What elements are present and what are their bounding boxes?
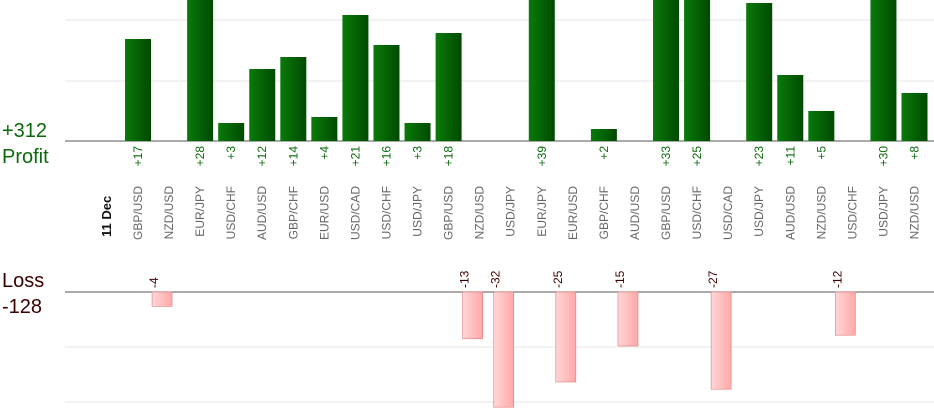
loss-bar xyxy=(493,291,515,408)
category-label: GBP/CHF xyxy=(286,186,300,239)
category-label: USD/CHF xyxy=(690,186,704,239)
profit-value-label: +11 xyxy=(783,146,797,166)
profit-bar xyxy=(528,0,555,141)
profit-total: +312 xyxy=(2,120,47,142)
category-label: GBP/USD xyxy=(131,186,145,240)
loss-value-label: -27 xyxy=(706,270,720,288)
profit-value-label: +5 xyxy=(814,146,828,160)
profit-bar xyxy=(746,3,773,141)
profit-value-label: +23 xyxy=(752,146,766,167)
category-label: USD/JPY xyxy=(504,186,518,237)
labels: +17 GBP/USD -4 NZD/USD +28 EUR/JPY +3 USD/CHF +1… xyxy=(131,146,922,288)
profit-bar xyxy=(249,69,276,141)
loss-bar xyxy=(710,291,732,390)
category-label: USD/CHF xyxy=(845,186,859,239)
category-label: USD/JPY xyxy=(876,186,890,237)
category-label: AUD/USD xyxy=(628,186,642,240)
profit-bar xyxy=(280,57,307,141)
profit-bar xyxy=(342,15,369,141)
profit-bar xyxy=(218,123,245,141)
profit-value-label: +18 xyxy=(442,146,456,167)
profit-value-label: +16 xyxy=(379,146,393,167)
category-label: USD/JPY xyxy=(752,186,766,237)
loss-bar xyxy=(617,291,639,347)
profit-value-label: +33 xyxy=(659,146,673,167)
profit-value-label: +25 xyxy=(690,146,704,167)
loss-bar xyxy=(555,291,577,383)
category-label: USD/CHF xyxy=(224,186,238,239)
category-label: EUR/JPY xyxy=(193,186,207,237)
loss-value-label: -13 xyxy=(458,270,472,288)
loss-value-label: -32 xyxy=(489,270,503,288)
loss-value-label: -4 xyxy=(147,277,161,288)
profit-bar xyxy=(870,0,897,141)
profit-value-label: +39 xyxy=(535,146,549,167)
loss-label: Loss xyxy=(2,270,44,292)
category-label: EUR/JPY xyxy=(535,186,549,237)
loss-value-label: -12 xyxy=(830,270,844,288)
category-label: EUR/USD xyxy=(566,186,580,240)
profit-bar xyxy=(808,111,835,141)
category-label: AUD/USD xyxy=(255,186,269,240)
category-label: USD/CAD xyxy=(348,186,362,240)
profit-value-label: +12 xyxy=(255,146,269,167)
loss-bar xyxy=(462,291,483,340)
profit-bar xyxy=(311,117,338,141)
category-label: NZD/USD xyxy=(908,186,922,240)
bars xyxy=(125,0,928,408)
profit-label: Profit xyxy=(2,146,49,168)
category-label: EUR/USD xyxy=(317,186,331,240)
category-label: GBP/USD xyxy=(442,186,456,240)
profit-bar xyxy=(404,123,431,141)
profit-bar xyxy=(435,33,462,141)
loss-bar xyxy=(835,291,856,336)
date-label: 11 Dec xyxy=(99,196,114,237)
category-label: NZD/USD xyxy=(814,186,828,240)
category-label: NZD/USD xyxy=(473,186,487,240)
profit-bar xyxy=(684,0,711,141)
loss-total: -128 xyxy=(2,296,42,318)
profit-value-label: +3 xyxy=(224,146,238,160)
profit-value-label: +28 xyxy=(193,146,207,167)
loss-bar xyxy=(151,291,173,307)
profit-bar xyxy=(373,45,400,141)
category-label: GBP/USD xyxy=(659,186,673,240)
profit-value-label: +2 xyxy=(597,146,611,160)
profit-value-label: +3 xyxy=(411,146,425,160)
profit-bar xyxy=(653,0,680,141)
profit-bar xyxy=(590,129,617,141)
category-label: NZD/USD xyxy=(162,186,176,240)
profit-bar xyxy=(777,75,804,141)
profit-value-label: +4 xyxy=(317,146,331,160)
profit-value-label: +30 xyxy=(876,146,890,167)
loss-value-label: -25 xyxy=(551,270,565,288)
profit-value-label: +17 xyxy=(131,146,145,167)
category-label: USD/CHF xyxy=(379,186,393,239)
category-label: USD/CAD xyxy=(721,186,735,240)
profit-value-label: +14 xyxy=(286,146,300,167)
profit-bar xyxy=(125,39,151,141)
profit-value-label: +21 xyxy=(348,146,362,167)
profit-bar xyxy=(901,93,928,141)
category-label: GBP/CHF xyxy=(597,186,611,239)
loss-value-label: -15 xyxy=(613,270,627,288)
category-label: USD/JPY xyxy=(411,186,425,237)
profit-bar xyxy=(187,0,214,141)
profit-value-label: +8 xyxy=(908,146,922,160)
category-label: AUD/USD xyxy=(783,186,797,240)
